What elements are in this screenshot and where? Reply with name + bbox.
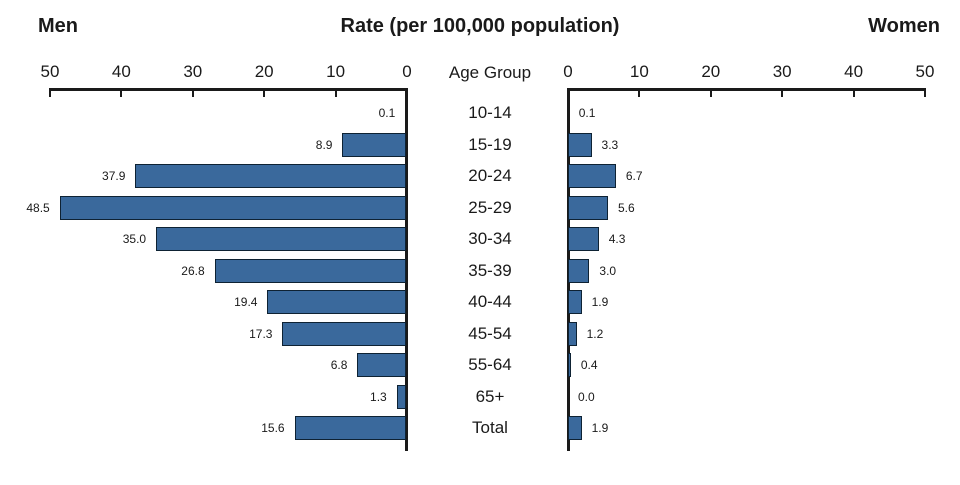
women-axis-tick-label-30: 30 (772, 62, 792, 81)
women-axis-line (567, 88, 925, 91)
women-bar-total (568, 416, 582, 440)
women-bar-35-39 (568, 259, 590, 283)
women-value-label-30-34: 4.3 (608, 232, 626, 246)
women-value-label-25-29: 5.6 (617, 201, 635, 215)
age-group-label-55-64: 55-64 (468, 355, 512, 374)
women-value-label-35-39: 3.0 (599, 264, 617, 278)
men-axis-tick-50 (49, 88, 51, 97)
women-bar-15-19 (568, 133, 592, 157)
women-bar-40-44 (568, 290, 582, 314)
men-series-label: Men (38, 15, 78, 37)
men-bar-45-54 (282, 322, 406, 346)
women-bar-20-24 (568, 164, 616, 188)
men-axis-tick-label-10: 10 (326, 62, 346, 81)
women-value-label-55-64: 0.4 (580, 358, 598, 372)
men-bar-65plus (396, 385, 406, 409)
women-value-label-20-24: 6.7 (625, 169, 643, 183)
men-bar-30-34 (156, 227, 406, 251)
men-axis-tick-10 (334, 88, 337, 97)
age-group-label-40-44: 40-44 (468, 292, 512, 311)
age-group-label-45-54: 45-54 (468, 324, 512, 343)
men-value-label-65plus: 1.3 (370, 390, 387, 404)
women-axis-tick-50 (924, 88, 926, 97)
women-value-label-15-19: 3.3 (601, 138, 619, 152)
women-axis-tick-40 (852, 88, 855, 97)
age-group-label-10-14: 10-14 (468, 103, 512, 122)
men-value-label-40-44: 19.4 (234, 295, 258, 309)
age-group-label-30-34: 30-34 (468, 229, 512, 248)
men-value-label-25-29: 48.5 (26, 201, 50, 215)
men-axis-line (50, 88, 408, 91)
age-group-label-25-29: 25-29 (468, 198, 512, 217)
women-series-label: Women (868, 15, 940, 37)
women-axis-tick-20 (709, 88, 712, 97)
women-axis-tick-30 (781, 88, 784, 97)
men-bar-15-19 (342, 133, 406, 157)
men-axis-tick-label-20: 20 (254, 62, 274, 81)
men-value-label-10-14: 0.1 (378, 106, 396, 120)
women-axis-tick-10 (638, 88, 641, 97)
women-axis-tick-label-50: 50 (915, 62, 935, 81)
age-group-label-15-19: 15-19 (468, 135, 512, 154)
men-value-label-15-19: 8.9 (315, 138, 333, 152)
men-bar-35-39 (214, 259, 406, 283)
men-bar-40-44 (267, 290, 406, 314)
age-group-label-65plus: 65+ (475, 387, 505, 406)
men-value-label-35-39: 26.8 (181, 264, 205, 278)
men-bar-25-29 (59, 196, 406, 220)
men-bar-total (294, 416, 406, 440)
men-value-label-45-54: 17.3 (249, 327, 273, 341)
women-axis-tick-label-0: 0 (563, 62, 573, 81)
men-axis-tick-20 (263, 88, 266, 97)
men-value-label-20-24: 37.9 (102, 169, 126, 183)
men-value-label-55-64: 6.8 (330, 358, 348, 372)
age-group-label-total: Total (472, 418, 508, 437)
men-axis-tick-label-50: 50 (40, 62, 60, 81)
men-zero-baseline (404, 88, 408, 451)
women-value-label-40-44: 1.9 (591, 295, 609, 309)
men-bar-55-64 (357, 353, 406, 377)
women-axis-tick-label-10: 10 (629, 62, 649, 81)
women-axis-tick-label-40: 40 (844, 62, 864, 81)
women-value-label-45-54: 1.2 (586, 327, 604, 341)
women-bar-25-29 (568, 196, 608, 220)
men-axis-tick-label-30: 30 (183, 62, 203, 81)
women-value-label-total: 1.9 (591, 421, 609, 435)
men-axis-tick-label-40: 40 (111, 62, 131, 81)
men-axis-tick-0 (406, 88, 408, 97)
women-bar-55-64 (568, 353, 571, 377)
age-group-label-35-39: 35-39 (468, 261, 512, 280)
women-value-label-65plus: 0.0 (578, 390, 595, 404)
women-bar-30-34 (568, 227, 599, 251)
men-value-label-30-34: 35.0 (122, 232, 147, 246)
age-group-axis-label: Age Group (448, 63, 532, 82)
women-value-label-10-14: 0.1 (578, 106, 596, 120)
men-axis-tick-30 (191, 88, 194, 97)
women-bar-45-54 (568, 322, 577, 346)
men-axis-tick-label-0: 0 (402, 62, 412, 81)
age-group-label-20-24: 20-24 (468, 166, 512, 185)
women-axis-tick-label-20: 20 (701, 62, 721, 81)
men-bar-20-24 (135, 164, 406, 188)
women-axis-tick-0 (567, 88, 569, 97)
men-axis-tick-40 (120, 88, 123, 97)
men-value-label-total: 15.6 (261, 421, 285, 435)
chart-title: Rate (per 100,000 population) (340, 15, 620, 37)
